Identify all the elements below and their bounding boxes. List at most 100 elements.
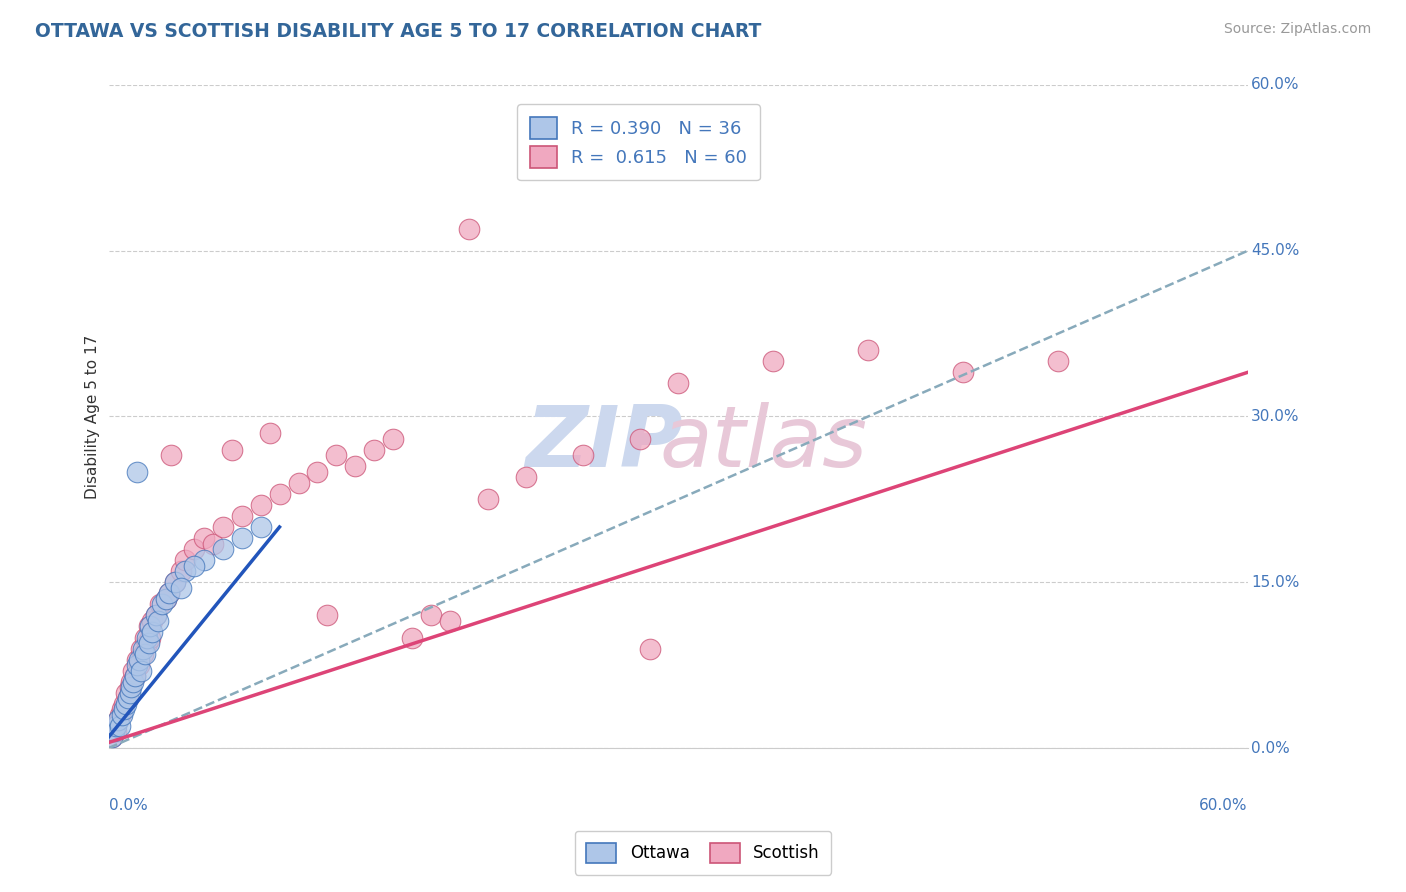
Point <box>103 724 125 739</box>
Point <box>127 652 149 666</box>
Point <box>127 658 149 673</box>
Point <box>129 641 152 656</box>
Text: Source: ZipAtlas.com: Source: ZipAtlas.com <box>1223 22 1371 37</box>
Point <box>120 680 142 694</box>
Point <box>127 465 149 479</box>
Text: 60.0%: 60.0% <box>1199 797 1249 813</box>
Point <box>132 641 155 656</box>
Y-axis label: Disability Age 5 to 17: Disability Age 5 to 17 <box>86 334 100 499</box>
Point <box>114 697 136 711</box>
Point <box>129 664 152 678</box>
Point <box>138 636 160 650</box>
Point <box>128 658 150 673</box>
Point <box>122 664 145 678</box>
Point <box>638 641 661 656</box>
Point <box>145 608 167 623</box>
Point <box>628 432 651 446</box>
Point <box>112 697 135 711</box>
Point <box>134 631 156 645</box>
Point <box>477 492 499 507</box>
Text: 30.0%: 30.0% <box>1251 409 1299 424</box>
Point <box>139 631 162 645</box>
Point <box>160 448 183 462</box>
Point <box>952 365 974 379</box>
Point <box>114 686 136 700</box>
Point <box>173 564 195 578</box>
Point <box>170 564 193 578</box>
Point <box>124 669 146 683</box>
Legend: Ottawa, Scottish: Ottawa, Scottish <box>575 831 831 875</box>
Point <box>231 508 253 523</box>
Point <box>202 536 225 550</box>
Point <box>128 652 150 666</box>
Text: 60.0%: 60.0% <box>1251 78 1299 93</box>
Text: 0.0%: 0.0% <box>1251 740 1291 756</box>
Text: atlas: atlas <box>659 401 868 484</box>
Point <box>105 719 128 733</box>
Point <box>211 520 233 534</box>
Point <box>149 598 172 612</box>
Point <box>249 498 271 512</box>
Point <box>170 581 193 595</box>
Point <box>124 669 146 683</box>
Point <box>118 680 141 694</box>
Point <box>108 707 131 722</box>
Point <box>117 691 139 706</box>
Point <box>173 553 195 567</box>
Point <box>259 426 281 441</box>
Point <box>101 730 124 744</box>
Point <box>134 647 156 661</box>
Point <box>157 586 180 600</box>
Point <box>111 707 134 722</box>
Text: 45.0%: 45.0% <box>1251 244 1299 258</box>
Point <box>155 591 177 606</box>
Point <box>141 625 163 640</box>
Point <box>135 631 157 645</box>
Point <box>117 691 139 706</box>
Point <box>325 448 347 462</box>
Point <box>316 608 339 623</box>
Point <box>145 608 167 623</box>
Point <box>1046 354 1069 368</box>
Point <box>231 531 253 545</box>
Text: 0.0%: 0.0% <box>108 797 148 813</box>
Point <box>458 221 481 235</box>
Point <box>287 475 309 490</box>
Point <box>111 702 134 716</box>
Point <box>107 714 129 728</box>
Point <box>344 459 367 474</box>
Point <box>105 724 128 739</box>
Point <box>112 702 135 716</box>
Point <box>439 614 461 628</box>
Point <box>401 631 423 645</box>
Point <box>138 619 160 633</box>
Point <box>165 575 187 590</box>
Point <box>122 674 145 689</box>
Text: ZIP: ZIP <box>526 401 683 484</box>
Point <box>762 354 785 368</box>
Point <box>150 598 173 612</box>
Point <box>193 553 215 567</box>
Text: OTTAWA VS SCOTTISH DISABILITY AGE 5 TO 17 CORRELATION CHART: OTTAWA VS SCOTTISH DISABILITY AGE 5 TO 1… <box>35 22 762 41</box>
Point <box>101 730 124 744</box>
Point <box>183 542 205 557</box>
Point <box>211 542 233 557</box>
Legend: R = 0.390   N = 36, R =  0.615   N = 60: R = 0.390 N = 36, R = 0.615 N = 60 <box>517 103 759 180</box>
Point <box>856 343 879 358</box>
Point <box>165 575 187 590</box>
Point <box>572 448 595 462</box>
Point <box>103 719 125 733</box>
Point <box>249 520 271 534</box>
Point <box>382 432 405 446</box>
Point <box>363 442 385 457</box>
Point <box>307 465 329 479</box>
Point <box>108 719 131 733</box>
Point <box>118 686 141 700</box>
Point <box>107 714 129 728</box>
Text: 15.0%: 15.0% <box>1251 574 1299 590</box>
Point <box>135 636 157 650</box>
Point <box>420 608 443 623</box>
Point <box>141 614 163 628</box>
Point <box>515 470 537 484</box>
Point <box>193 531 215 545</box>
